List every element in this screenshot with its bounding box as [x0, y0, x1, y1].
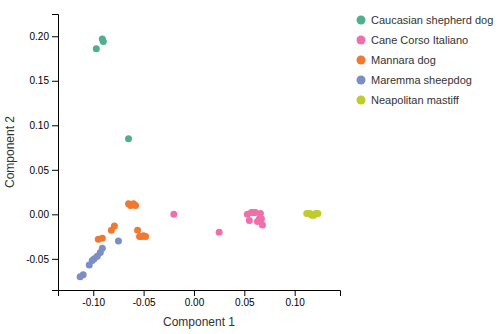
tick-mark	[52, 214, 58, 215]
axis-line	[59, 291, 341, 297]
series	[93, 35, 132, 142]
legend-label: Caucasian shepherd dog	[371, 14, 493, 26]
legend: Caucasian shepherd dog Cane Corso Italian…	[357, 14, 494, 106]
tick: 0.05	[235, 290, 255, 308]
tick: -0.05	[133, 290, 156, 308]
series	[170, 209, 266, 236]
tick-label: 0.05	[235, 297, 255, 308]
tick-label: -0.05	[133, 297, 156, 308]
point	[93, 45, 100, 52]
legend-label: Mannara dog	[371, 54, 436, 66]
legend-swatch	[357, 56, 366, 65]
legend-swatch	[357, 36, 366, 45]
point	[246, 217, 253, 224]
tick: 0.15	[30, 75, 58, 86]
point	[216, 229, 223, 236]
point	[134, 227, 141, 234]
y-axis-title: Component 2	[3, 116, 17, 188]
legend-item: Cane Corso Italiano	[357, 34, 469, 46]
point	[259, 222, 266, 229]
tick-label: 0.10	[30, 120, 50, 131]
axis-line	[52, 15, 59, 291]
point	[132, 202, 139, 209]
legend-item: Mannara dog	[357, 54, 436, 66]
point	[142, 233, 149, 240]
y-axis: -0.05 0.00 0.05 0.10 0.15 0.20	[26, 15, 58, 291]
tick-mark	[52, 125, 58, 126]
tick-mark	[144, 290, 145, 296]
tick: 0.00	[185, 290, 205, 308]
tick-mark	[52, 36, 58, 37]
legend-swatch	[357, 76, 366, 85]
tick-mark	[52, 81, 58, 82]
legend-item: Neapolitan mastiff	[357, 94, 460, 106]
tick-label: -0.10	[82, 297, 105, 308]
point	[125, 135, 132, 142]
x-axis-title: Component 1	[163, 315, 235, 329]
point	[99, 235, 106, 242]
legend-label: Maremma sheepdog	[371, 74, 472, 86]
point	[100, 38, 107, 45]
tick: 0.20	[30, 31, 58, 42]
tick-label: 0.00	[30, 209, 50, 220]
tick-label: 0.00	[185, 297, 205, 308]
tick: 0.10	[30, 120, 58, 131]
tick: -0.10	[82, 290, 105, 308]
tick-label: -0.05	[26, 254, 49, 265]
tick-mark	[52, 170, 58, 171]
legend-label: Cane Corso Italiano	[371, 34, 468, 46]
tick-mark	[93, 290, 94, 296]
tick-mark	[194, 290, 195, 296]
legend-item: Maremma sheepdog	[357, 74, 472, 86]
tick-mark	[52, 259, 58, 260]
point	[111, 222, 118, 229]
point	[170, 211, 177, 218]
legend-swatch	[357, 96, 366, 105]
tick-label: 0.05	[30, 165, 50, 176]
point	[258, 215, 265, 222]
legend-label: Neapolitan mastiff	[371, 94, 460, 106]
point	[80, 271, 87, 278]
tick-label: 0.20	[30, 31, 50, 42]
legend-swatch	[357, 16, 366, 25]
tick-mark	[295, 290, 296, 296]
tick-label: 0.15	[30, 75, 50, 86]
legend-item: Caucasian shepherd dog	[357, 14, 494, 26]
tick: 0.10	[285, 290, 305, 308]
chart-container: -0.10 -0.05 0.00 0.05 0.10 -0.05 0.00 0.05 0.10 0…	[0, 0, 500, 334]
series	[95, 200, 149, 243]
series	[303, 210, 321, 219]
tick: 0.00	[30, 209, 58, 220]
tick: 0.05	[30, 165, 58, 176]
point	[115, 238, 122, 245]
tick: -0.05	[26, 254, 58, 265]
point	[99, 245, 106, 252]
plot-area: -0.10 -0.05 0.00 0.05 0.10 -0.05 0.00 0.05 0.10 0…	[3, 15, 341, 330]
x-axis: -0.10 -0.05 0.00 0.05 0.10	[59, 290, 341, 308]
points	[77, 35, 322, 280]
series	[77, 238, 122, 281]
chart-svg: -0.10 -0.05 0.00 0.05 0.10 -0.05 0.00 0.05 0.10 0…	[0, 0, 500, 334]
tick-label: 0.10	[285, 297, 305, 308]
point	[314, 210, 321, 217]
tick-mark	[244, 290, 245, 296]
